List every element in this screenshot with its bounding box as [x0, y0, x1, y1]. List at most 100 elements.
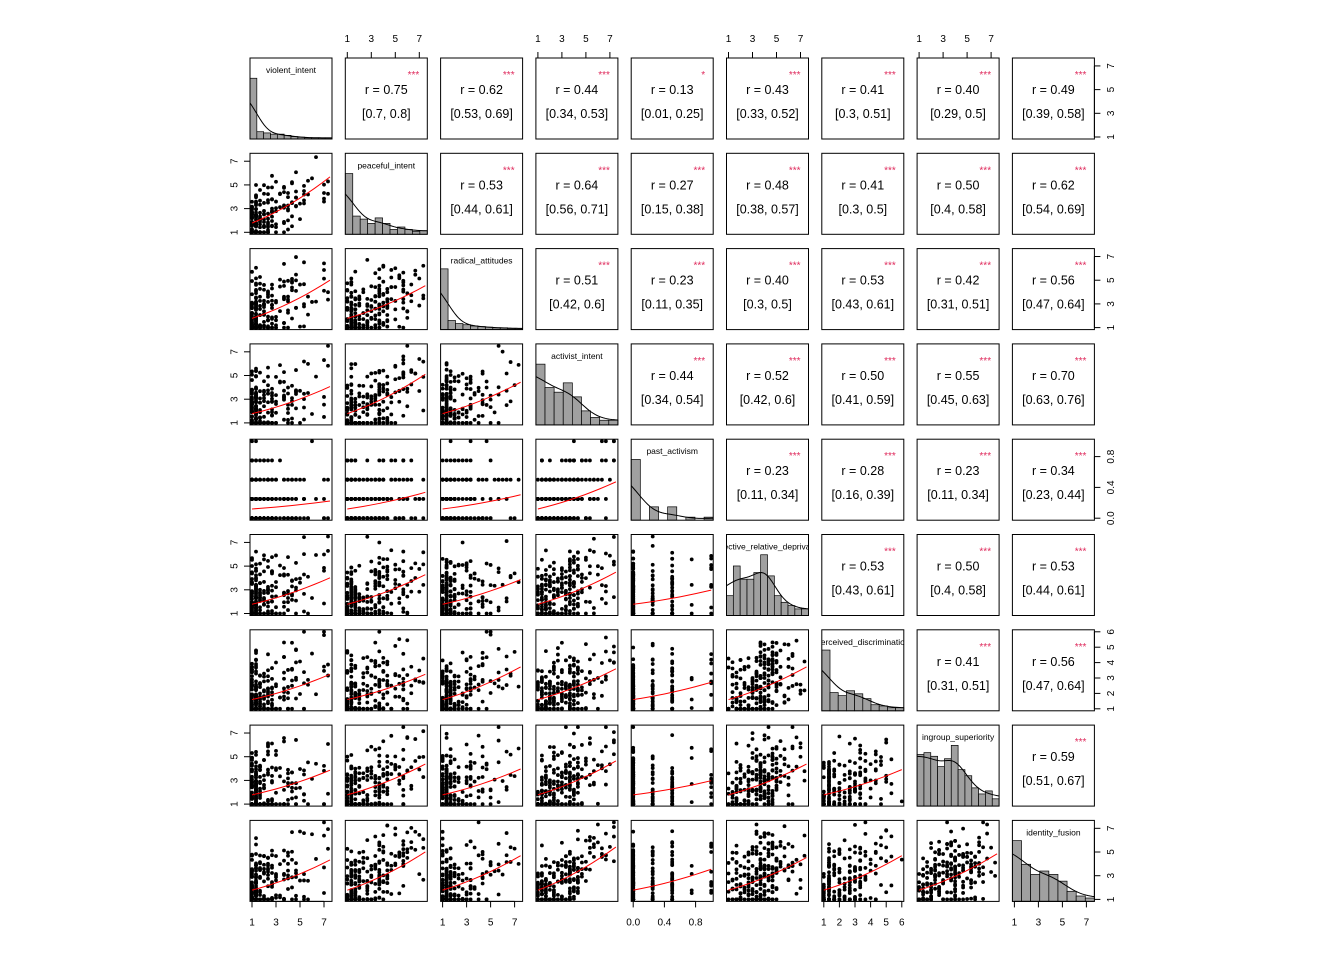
data-point	[670, 604, 674, 608]
data-point	[290, 288, 294, 292]
data-point	[612, 563, 616, 567]
data-point	[397, 400, 401, 404]
data-point	[564, 685, 568, 689]
data-point	[631, 595, 635, 599]
data-point	[465, 682, 469, 686]
data-point	[540, 669, 544, 673]
data-point	[349, 663, 353, 667]
data-point	[453, 516, 457, 520]
data-point	[544, 478, 548, 482]
data-point	[469, 478, 473, 482]
data-point	[608, 478, 612, 482]
data-point	[465, 561, 469, 565]
data-point	[413, 273, 417, 277]
data-point	[441, 417, 445, 421]
data-point	[540, 693, 544, 697]
data-point	[631, 572, 635, 576]
diagonal-panel-violent_intent: violent_intent	[250, 58, 332, 139]
data-point	[540, 583, 544, 587]
data-point	[393, 578, 397, 582]
data-point	[377, 561, 381, 565]
data-point	[286, 691, 290, 695]
data-point	[326, 290, 330, 294]
data-point	[477, 389, 481, 393]
data-point	[397, 567, 401, 571]
data-point	[274, 684, 278, 688]
data-point	[596, 707, 600, 711]
data-point	[322, 289, 326, 293]
data-point	[397, 325, 401, 329]
data-point	[461, 478, 465, 482]
data-point	[274, 580, 278, 584]
data-point	[353, 413, 357, 417]
data-point	[349, 566, 353, 570]
data-point	[345, 281, 349, 285]
data-point	[457, 685, 461, 689]
data-point	[369, 478, 373, 482]
data-point	[481, 662, 485, 666]
data-point	[274, 375, 278, 379]
data-point	[250, 292, 254, 296]
data-point	[536, 592, 540, 596]
data-point	[250, 572, 254, 576]
data-point	[709, 681, 713, 685]
data-point	[381, 280, 385, 284]
data-point	[254, 386, 258, 390]
data-point	[302, 573, 306, 577]
data-point	[445, 387, 449, 391]
data-point	[294, 676, 298, 680]
data-point	[254, 276, 258, 280]
data-point	[588, 497, 592, 501]
data-point	[449, 478, 453, 482]
data-point	[357, 322, 361, 326]
data-point	[389, 285, 393, 289]
data-point	[266, 315, 270, 319]
histogram-bar	[456, 324, 463, 330]
data-point	[552, 580, 556, 584]
r-value: r = 0.62	[1032, 178, 1075, 192]
data-point	[473, 577, 477, 581]
data-point	[441, 584, 445, 588]
r-value: r = 0.23	[651, 274, 694, 288]
data-point	[501, 687, 505, 691]
data-point	[322, 478, 326, 482]
data-point	[270, 399, 274, 403]
data-point	[509, 399, 513, 403]
data-point	[262, 675, 266, 679]
data-point	[709, 658, 713, 662]
data-point	[377, 612, 381, 616]
data-point	[461, 612, 465, 616]
data-point	[389, 297, 393, 301]
data-point	[445, 406, 449, 410]
data-point	[373, 314, 377, 318]
scatter-panel	[250, 439, 332, 520]
data-point	[369, 421, 373, 425]
data-point	[568, 600, 572, 604]
significance-stars: ***	[789, 451, 801, 462]
data-point	[421, 264, 425, 268]
data-point	[270, 414, 274, 418]
data-point	[552, 516, 556, 520]
data-point	[282, 295, 286, 299]
data-point	[258, 299, 262, 303]
data-point	[290, 396, 294, 400]
data-point	[266, 612, 270, 616]
confidence-interval: [0.11, 0.34]	[737, 488, 799, 502]
data-point	[469, 666, 473, 670]
data-point	[517, 685, 521, 689]
data-point	[254, 478, 258, 482]
data-point	[401, 550, 405, 554]
histogram-bar	[257, 132, 264, 139]
r-value: r = 0.13	[651, 83, 694, 97]
significance-stars: ***	[884, 70, 896, 81]
data-point	[365, 671, 369, 675]
data-point	[739, 691, 743, 695]
data-point	[322, 268, 326, 272]
data-point	[254, 295, 258, 299]
data-point	[568, 566, 572, 570]
data-point	[576, 557, 580, 561]
data-point	[560, 670, 564, 674]
data-point	[552, 696, 556, 700]
data-point	[345, 686, 349, 690]
data-point	[322, 395, 326, 399]
